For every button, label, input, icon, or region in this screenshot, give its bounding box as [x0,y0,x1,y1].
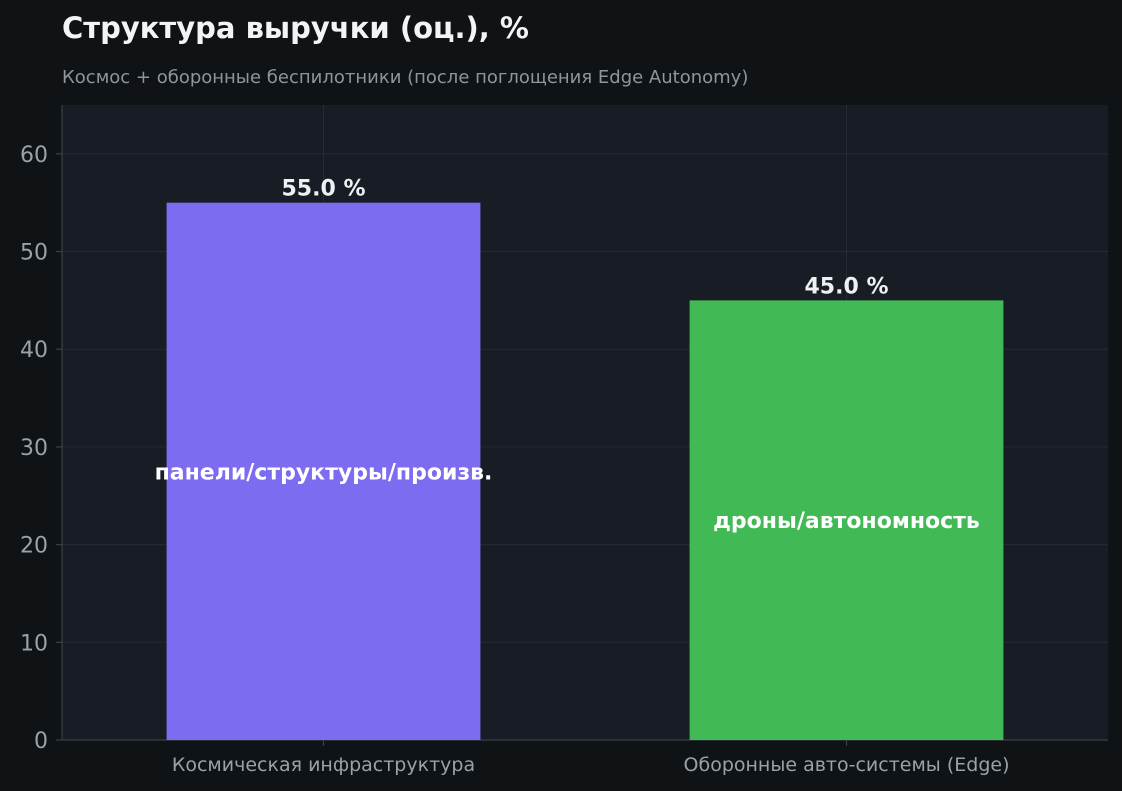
y-tick-label-40: 40 [20,338,48,363]
y-tick-label-60: 60 [20,143,48,168]
y-tick-label-10: 10 [20,631,48,656]
y-tick-label-20: 20 [20,534,48,559]
y-tick-label-30: 30 [20,436,48,461]
y-tick-label-0: 0 [34,729,48,754]
bar-1 [689,300,1004,740]
value-label-1: 45.0 % [805,274,889,299]
bar-0 [166,202,481,740]
x-tick-label-1: Оборонные авто-системы (Edge) [684,754,1010,776]
x-tick-label-0: Космическая инфраструктура [172,754,475,776]
inner-label-0: панели/структуры/произв. [155,460,493,485]
labels: 55.0 % панели/структуры/произв. Космическа… [155,177,1010,776]
inner-label-1: дроны/автономность [713,509,980,534]
y-tick-label-50: 50 [20,241,48,266]
bars [166,202,1004,740]
chart-subtitle: Космос + оборонные беспилотники (после п… [62,67,748,88]
value-label-0: 55.0 % [282,177,366,202]
chart-title: Структура выручки (оц.), % [62,11,529,45]
